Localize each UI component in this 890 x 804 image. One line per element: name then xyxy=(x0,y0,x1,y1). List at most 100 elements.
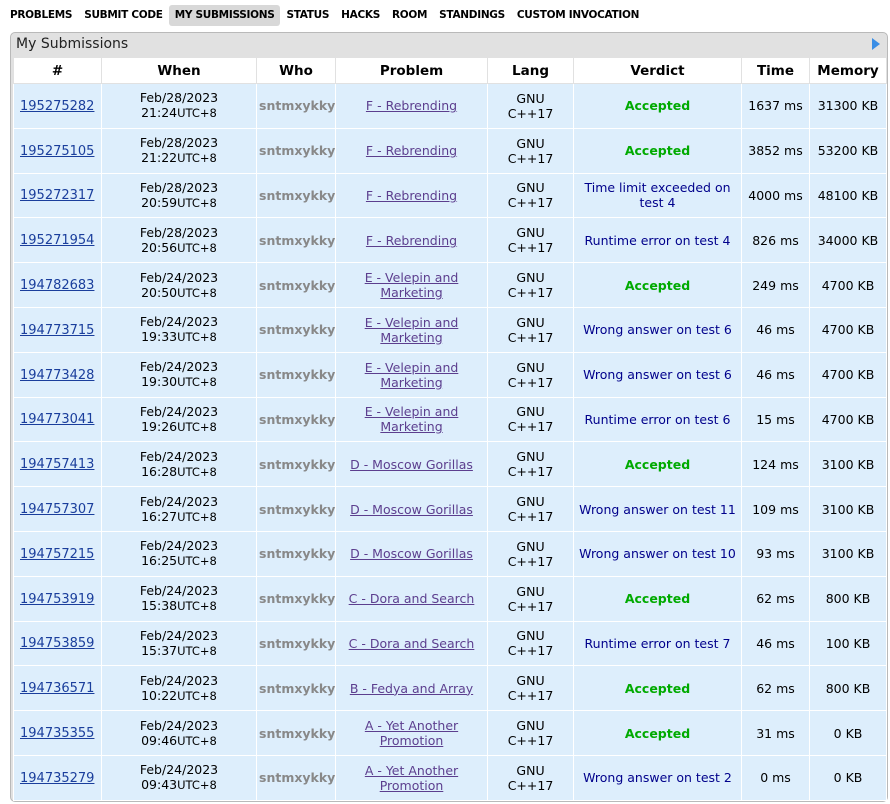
submission-id[interactable]: 195275282 xyxy=(20,98,95,114)
time: 21:22 xyxy=(141,150,178,166)
collapse-arrow[interactable] xyxy=(871,37,881,51)
time: 16:25 xyxy=(141,553,178,569)
submission-row: 194735355 Feb/24/2023 09:46UTC+8 sntmxykky A… xyxy=(13,710,887,756)
submission-id[interactable]: 194782683 xyxy=(20,278,95,294)
id-cell: 194773715 xyxy=(13,306,102,353)
memory: 3100 KB xyxy=(809,530,887,577)
submission-id[interactable]: 195275105 xyxy=(20,143,95,159)
submission-id[interactable]: 194735279 xyxy=(20,770,95,786)
date: Feb/24/2023 xyxy=(139,269,219,285)
submission-row: 194753919 Feb/24/2023 15:38UTC+8 sntmxykky C… xyxy=(13,575,887,622)
problem-link[interactable]: A - Yet Another Promotion xyxy=(364,762,459,793)
date: Feb/24/2023 xyxy=(139,672,219,688)
problem-link[interactable]: E - Velepin and Marketing xyxy=(364,314,459,345)
problem-link[interactable]: A - Yet Another Promotion xyxy=(364,718,459,749)
nav-item[interactable]: HACKS xyxy=(341,9,380,21)
verdict: Accepted xyxy=(573,665,742,712)
verdict: Accepted xyxy=(573,127,742,174)
time: 16:27 xyxy=(141,508,178,524)
who: sntmxykky xyxy=(256,172,336,219)
submission-id[interactable]: 194753919 xyxy=(20,591,95,607)
timezone: UTC+8 xyxy=(177,554,217,569)
who: sntmxykky xyxy=(256,396,336,443)
lang: GNU C++17 xyxy=(507,538,554,569)
lang: GNU C++17 xyxy=(507,135,554,166)
who: sntmxykky xyxy=(256,306,336,353)
run-time: 4000 ms xyxy=(741,172,810,219)
who: sntmxykky xyxy=(256,575,336,622)
problem-link[interactable]: D - Moscow Gorillas xyxy=(350,456,473,472)
problem-link[interactable]: E - Velepin and Marketing xyxy=(364,359,459,390)
submission-id[interactable]: 194773428 xyxy=(20,367,95,383)
nav-item[interactable]: SUBMIT CODE xyxy=(84,9,163,21)
nav-item[interactable]: ROOM xyxy=(391,9,428,21)
submission-id[interactable]: 195272317 xyxy=(20,188,95,204)
run-time: 1637 ms xyxy=(741,83,810,129)
lang-cell: GNU C++17 xyxy=(487,83,574,129)
verdict: Wrong answer on test 11 xyxy=(573,486,742,532)
nav-item[interactable]: CUSTOM INVOCATION xyxy=(516,9,640,21)
date: Feb/24/2023 xyxy=(139,314,219,330)
problem-link[interactable]: C - Dora and Search xyxy=(348,635,475,651)
submission-id[interactable]: 194757307 xyxy=(20,502,95,518)
who: sntmxykky xyxy=(256,665,336,712)
id-cell: 195271954 xyxy=(13,217,102,264)
memory: 3100 KB xyxy=(809,441,887,488)
problem-cell: A - Yet Another Promotion xyxy=(335,754,488,801)
problem-link[interactable]: E - Velepin and Marketing xyxy=(364,404,459,435)
submission-id[interactable]: 194753859 xyxy=(20,636,95,652)
verdict: Runtime error on test 4 xyxy=(573,217,742,264)
nav-item[interactable]: STANDINGS xyxy=(439,9,505,21)
header-row: # When Who Problem Lang Verdict Time Memory xyxy=(13,57,887,84)
submission-id[interactable]: 194735355 xyxy=(20,726,95,742)
submission-id[interactable]: 195271954 xyxy=(20,233,95,249)
problem-link[interactable]: F - Rebrending xyxy=(365,232,458,248)
problem-link[interactable]: B - Fedya and Array xyxy=(349,680,474,696)
lang-cell: GNU C++17 xyxy=(487,575,574,622)
submission-id[interactable]: 194773041 xyxy=(20,412,95,428)
run-time: 93 ms xyxy=(741,530,810,577)
lang-cell: GNU C++17 xyxy=(487,486,574,532)
problem-cell: D - Moscow Gorillas xyxy=(335,530,488,577)
when-cell: Feb/24/2023 10:22UTC+8 xyxy=(101,665,257,712)
time: 19:33 xyxy=(141,329,178,345)
date: Feb/24/2023 xyxy=(139,538,219,554)
lang-cell: GNU C++17 xyxy=(487,396,574,443)
problem-link[interactable]: E - Velepin and Marketing xyxy=(364,270,459,301)
submission-row: 195272317 Feb/28/2023 20:59UTC+8 sntmxykky F… xyxy=(13,172,887,219)
run-time: 46 ms xyxy=(741,620,810,667)
problem-link[interactable]: F - Rebrending xyxy=(365,98,458,114)
memory: 4700 KB xyxy=(809,396,887,443)
problem-link[interactable]: D - Moscow Gorillas xyxy=(350,501,473,517)
nav-item[interactable]: MY SUBMISSIONS xyxy=(168,5,281,26)
problem-link[interactable]: D - Moscow Gorillas xyxy=(350,546,473,562)
box-title: My Submissions xyxy=(16,36,129,52)
nav-item[interactable]: STATUS xyxy=(286,9,330,21)
submission-id[interactable]: 194757413 xyxy=(20,457,95,473)
memory: 53200 KB xyxy=(809,127,887,174)
lang-cell: GNU C++17 xyxy=(487,217,574,264)
id-cell: 194736571 xyxy=(13,665,102,712)
id-cell: 194773041 xyxy=(13,396,102,443)
submission-row: 194782683 Feb/24/2023 20:50UTC+8 sntmxykky E… xyxy=(13,262,887,308)
lang: GNU C++17 xyxy=(507,270,554,301)
problem-link[interactable]: F - Rebrending xyxy=(365,187,458,203)
memory: 0 KB xyxy=(809,754,887,801)
problem-link[interactable]: C - Dora and Search xyxy=(348,591,475,607)
timezone: UTC+8 xyxy=(177,151,217,166)
when-cell: Feb/24/2023 15:37UTC+8 xyxy=(101,620,257,667)
submission-id[interactable]: 194757215 xyxy=(20,546,95,562)
time: 10:22 xyxy=(141,687,178,703)
nav-item[interactable]: PROBLEMS xyxy=(10,9,73,21)
verdict: Wrong answer on test 6 xyxy=(573,351,742,398)
submission-row: 194773428 Feb/24/2023 19:30UTC+8 sntmxykky E… xyxy=(13,351,887,398)
submission-id[interactable]: 194773715 xyxy=(20,322,95,338)
time: 16:28 xyxy=(141,463,178,479)
run-time: 109 ms xyxy=(741,486,810,532)
date: Feb/24/2023 xyxy=(139,717,219,733)
problem-link[interactable]: F - Rebrending xyxy=(365,143,458,159)
submission-id[interactable]: 194736571 xyxy=(20,681,95,697)
id-cell: 195275105 xyxy=(13,127,102,174)
id-cell: 194773428 xyxy=(13,351,102,398)
